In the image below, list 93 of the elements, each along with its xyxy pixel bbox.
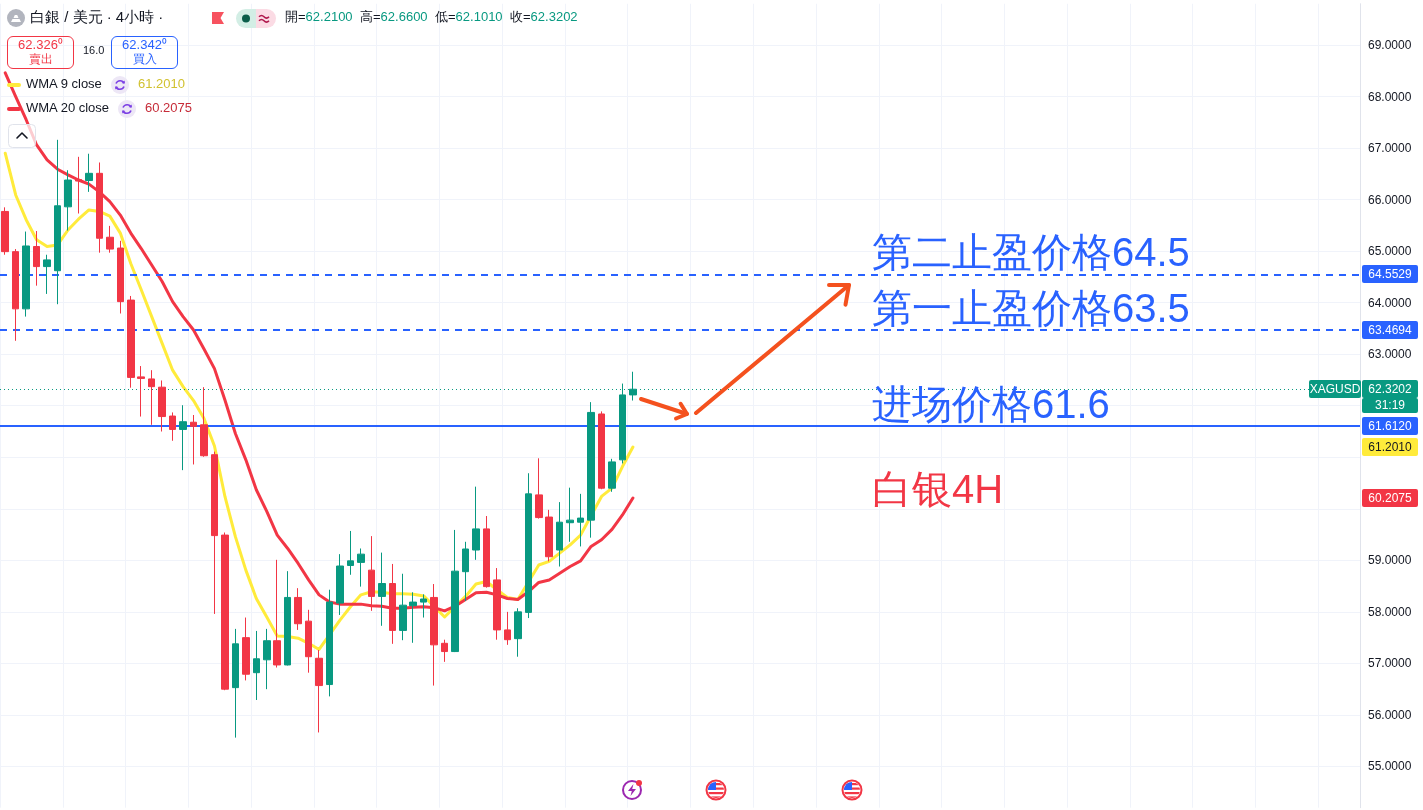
y-tick-label: 56.0000 bbox=[1368, 707, 1412, 722]
candlestick bbox=[96, 161, 103, 254]
candlestick bbox=[420, 593, 427, 619]
text: 60.2075 bbox=[1362, 488, 1418, 507]
annotation: XAGUSD bbox=[1309, 380, 1361, 399]
candlestick bbox=[12, 248, 19, 342]
y-tick-label: 69.0000 bbox=[1368, 38, 1412, 52]
candlestick bbox=[263, 628, 271, 690]
candlestick bbox=[483, 515, 490, 589]
annotation: 賣出 bbox=[27, 52, 54, 67]
y-tick-label: 64.0000 bbox=[1368, 295, 1412, 310]
candlestick bbox=[64, 169, 72, 232]
candlestick bbox=[472, 486, 480, 561]
candlestick bbox=[127, 295, 135, 389]
candlestick bbox=[587, 401, 595, 539]
annotation: 第二止盈价格64.5 bbox=[872, 229, 1190, 276]
candlestick bbox=[43, 254, 51, 295]
candlestick bbox=[242, 617, 250, 681]
candlestick bbox=[378, 552, 386, 627]
y-tick-label: 59.0000 bbox=[1368, 553, 1412, 568]
annotation: 收=62.3202 bbox=[510, 9, 578, 24]
candlestick bbox=[556, 501, 563, 568]
candlestick bbox=[535, 457, 543, 520]
candlestick bbox=[232, 628, 239, 739]
annotation: 62.326⁰ bbox=[17, 37, 64, 53]
candlestick bbox=[106, 225, 114, 254]
candlestick bbox=[577, 493, 584, 547]
annotation: 開=62.2100 bbox=[285, 9, 353, 24]
y-tick-label: 55.0000 bbox=[1368, 759, 1412, 774]
candlestick bbox=[190, 414, 197, 465]
candlestick bbox=[326, 589, 333, 697]
candlestick bbox=[347, 530, 354, 576]
candlestick bbox=[273, 559, 281, 669]
annotation: 61.2010 bbox=[138, 76, 185, 92]
candlestick bbox=[85, 153, 93, 193]
annotation: 低=62.1010 bbox=[435, 9, 503, 24]
y-tick-label: 57.0000 bbox=[1368, 656, 1412, 671]
candlestick bbox=[22, 231, 30, 318]
candlestick bbox=[462, 541, 469, 602]
annotation: 进场价格61.6 bbox=[872, 380, 1110, 427]
candlestick bbox=[253, 630, 260, 701]
annotation: 高=62.6600 bbox=[360, 9, 428, 24]
candlestick bbox=[200, 386, 208, 458]
legend-label: WMA 20 close bbox=[26, 100, 110, 116]
candlestick bbox=[608, 458, 616, 493]
candlestick bbox=[137, 365, 145, 418]
y-tick-label: 65.0000 bbox=[1368, 244, 1412, 259]
candlestick bbox=[221, 532, 229, 691]
candlestick bbox=[598, 410, 605, 490]
candlestick bbox=[54, 139, 61, 305]
y-tick-label: 58.0000 bbox=[1368, 604, 1412, 619]
text: 31:19 bbox=[1362, 398, 1418, 414]
candlestick bbox=[294, 587, 302, 631]
ref-line-label: 64.5529 bbox=[1362, 265, 1418, 284]
candlestick bbox=[179, 404, 187, 471]
candlestick bbox=[357, 547, 365, 588]
annotation: 白银4H bbox=[872, 466, 1004, 512]
annotation: 買入 bbox=[131, 52, 158, 67]
candlestick bbox=[315, 649, 323, 733]
y-tick-label: 67.0000 bbox=[1368, 141, 1412, 156]
candlestick bbox=[399, 573, 407, 641]
candlestick bbox=[514, 607, 522, 658]
candlestick bbox=[305, 609, 312, 674]
candlestick bbox=[75, 156, 82, 215]
candlestick bbox=[284, 570, 291, 666]
candlestick bbox=[33, 230, 40, 287]
ref-line-label: 61.6120 bbox=[1362, 416, 1418, 435]
legend-label: WMA 9 close bbox=[26, 76, 102, 92]
candlestick bbox=[336, 553, 344, 616]
annotation: 62.342⁰ bbox=[121, 37, 168, 53]
ref-line-label: 63.4694 bbox=[1362, 321, 1418, 339]
candlestick bbox=[451, 529, 459, 653]
text: 61.2010 bbox=[1362, 437, 1418, 456]
candlestick bbox=[545, 509, 553, 562]
chart-title: 白銀 / 美元 · 4小時 · bbox=[30, 8, 164, 26]
candlestick bbox=[117, 240, 124, 314]
candlestick bbox=[566, 487, 574, 543]
annotation: 第一止盈价格63.5 bbox=[872, 285, 1190, 331]
candlestick bbox=[1, 206, 9, 256]
candlestick bbox=[148, 369, 155, 426]
y-tick-label: 66.0000 bbox=[1368, 192, 1412, 207]
annotation: 16.0 bbox=[83, 44, 105, 57]
candlestick bbox=[211, 451, 218, 615]
candlestick bbox=[441, 639, 448, 663]
candlestick bbox=[169, 411, 176, 442]
annotation: 60.2075 bbox=[145, 100, 192, 116]
candlestick bbox=[525, 472, 532, 619]
y-tick-label: 68.0000 bbox=[1368, 89, 1412, 104]
candlestick bbox=[158, 379, 166, 432]
candlestick bbox=[504, 611, 511, 646]
ref-line-label: 62.3202 bbox=[1362, 380, 1418, 399]
candlestick bbox=[409, 591, 417, 644]
y-tick-label: 63.0000 bbox=[1368, 347, 1412, 362]
